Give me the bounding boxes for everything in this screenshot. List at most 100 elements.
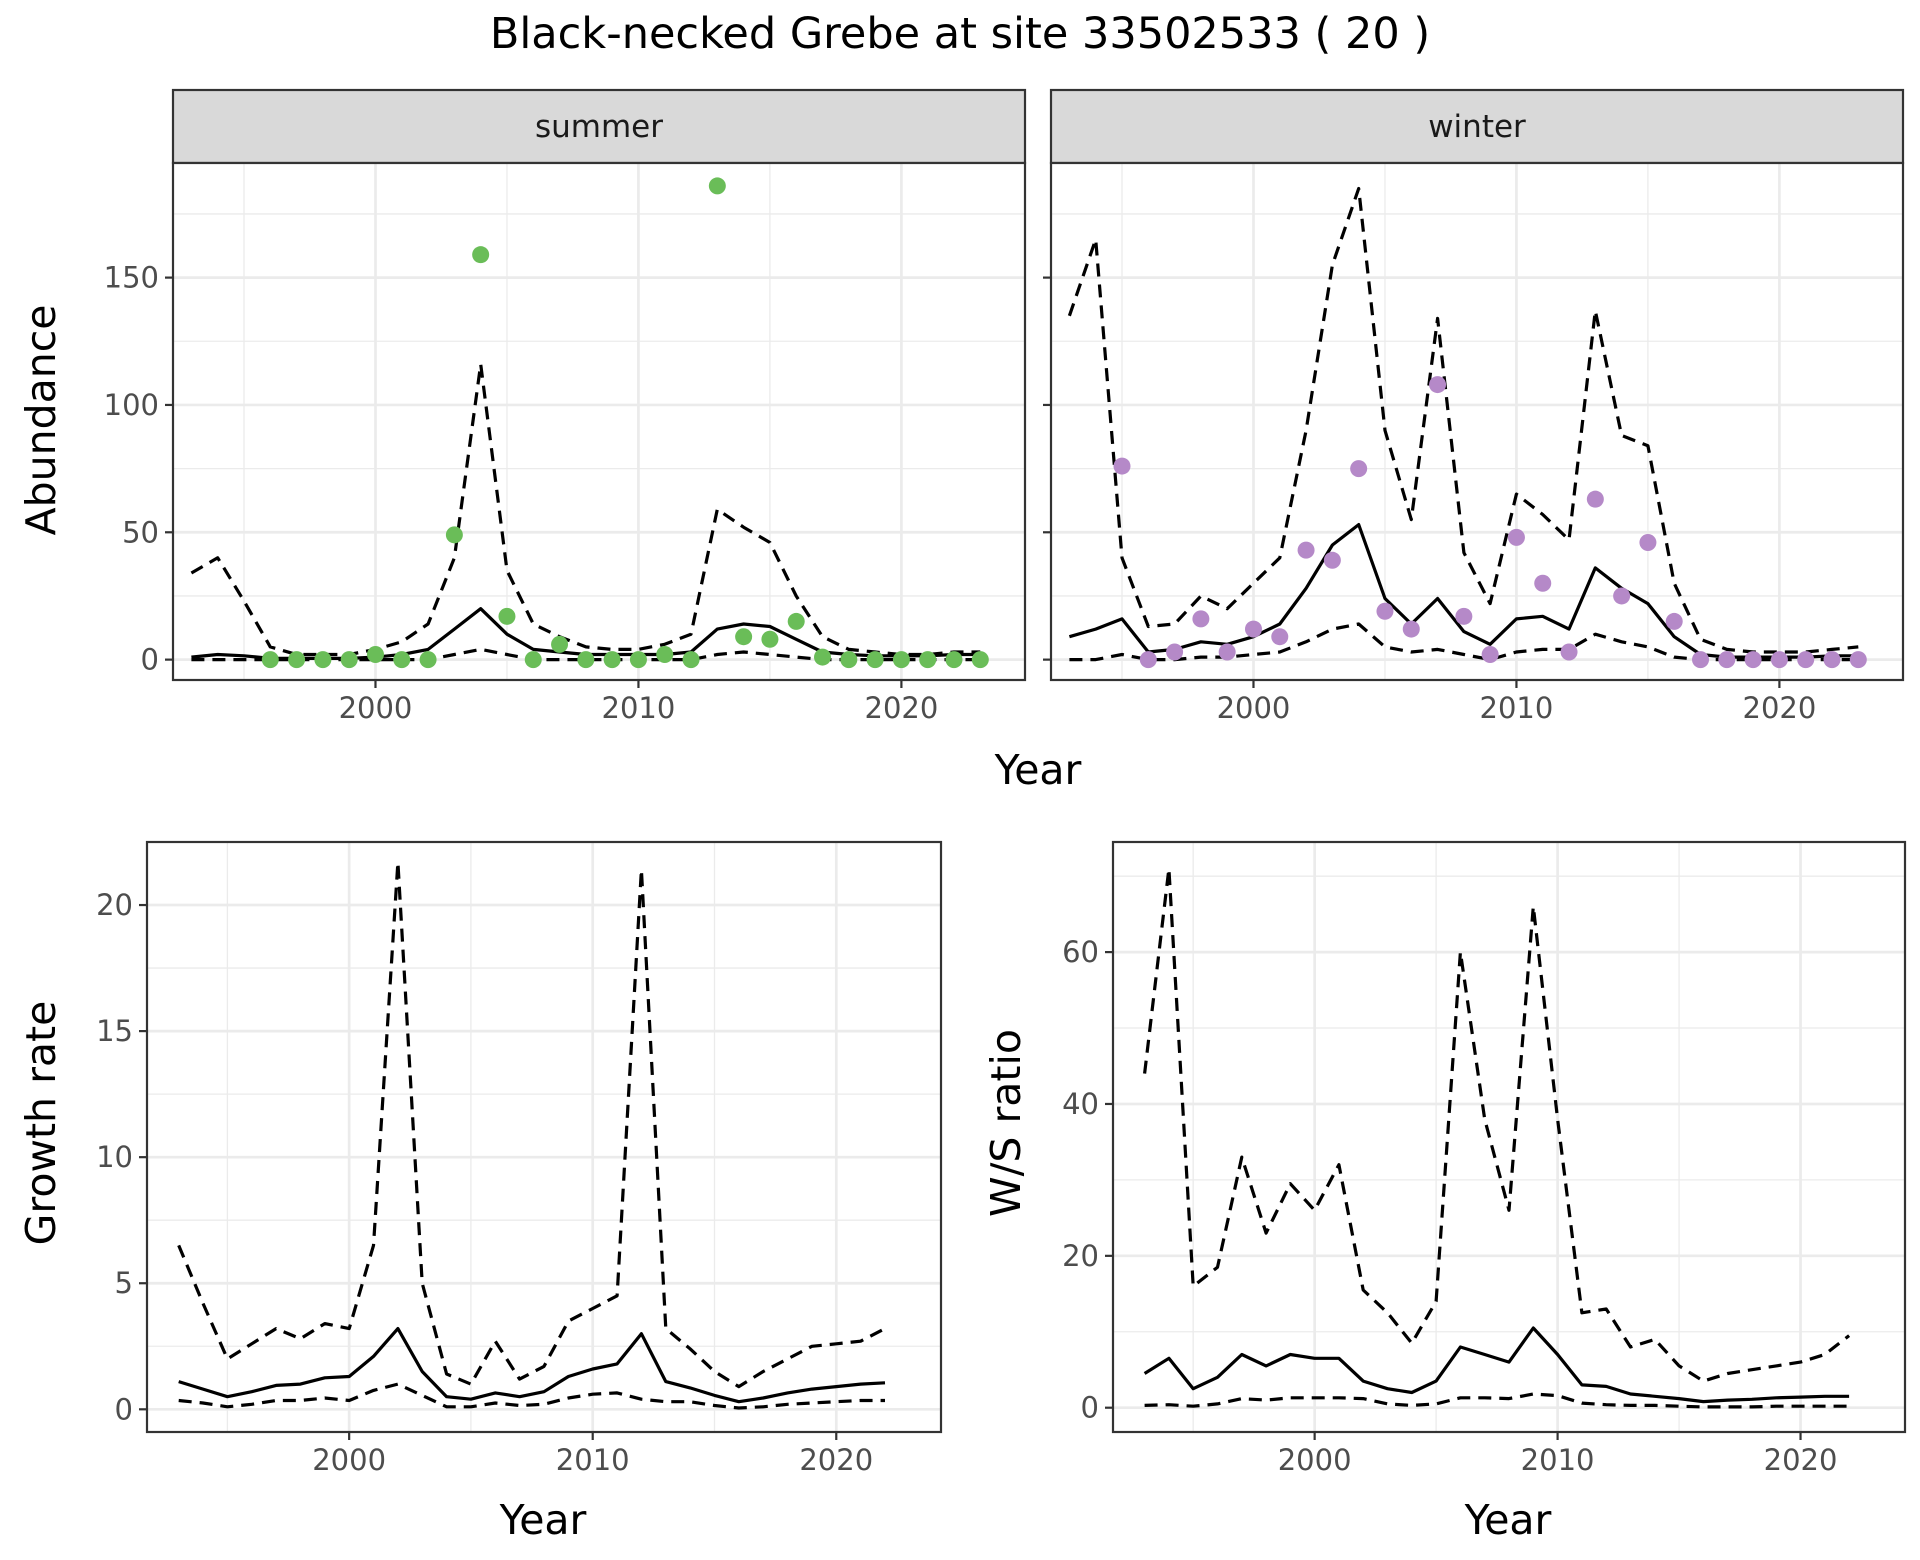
ws-y-tick-label: 0 xyxy=(1081,1391,1099,1425)
winter-data-point xyxy=(1560,643,1578,661)
ws-x-axis-title: Year xyxy=(1464,1496,1552,1544)
summer-data-point xyxy=(551,635,569,653)
winter-x-tick-label: 2020 xyxy=(1743,691,1817,725)
ws-panel-border xyxy=(1111,840,1907,1434)
summer-data-point xyxy=(629,651,647,669)
summer-data-point xyxy=(919,651,937,669)
top-x-axis-title: Year xyxy=(994,746,1082,794)
summer-data-point xyxy=(866,651,884,669)
winter-data-point xyxy=(1692,651,1710,669)
winter-data-point xyxy=(1639,533,1657,551)
summer-data-point xyxy=(840,651,858,669)
winter-data-point xyxy=(1823,651,1841,669)
summer-data-point xyxy=(288,651,306,669)
summer-data-point xyxy=(603,651,621,669)
growth-x-axis-title: Year xyxy=(499,1496,587,1544)
winter-data-point xyxy=(1534,574,1552,592)
summer-data-point xyxy=(656,646,674,664)
strip-winter xyxy=(1049,88,1905,165)
top-y-axis-title: Abundance xyxy=(17,305,65,536)
winter-x-tick-label: 2000 xyxy=(1217,691,1291,725)
ws-y-axis-title: W/S ratio xyxy=(982,1029,1030,1217)
winter-data-point xyxy=(1507,528,1525,546)
summer-y-tick-label: 0 xyxy=(141,643,159,677)
winter-data-point xyxy=(1455,607,1473,625)
growth-x-tick-label: 2000 xyxy=(312,1443,386,1477)
winter-data-point xyxy=(1166,643,1184,661)
growth-x-tick-label: 2010 xyxy=(556,1443,630,1477)
summer-data-point xyxy=(393,651,411,669)
summer-plot-background xyxy=(173,163,1025,680)
growth-x-tick-label: 2020 xyxy=(799,1443,873,1477)
growth-y-tick-label: 10 xyxy=(96,1140,133,1174)
strip-label-summer: summer xyxy=(535,109,663,145)
winter-data-point xyxy=(1718,651,1736,669)
winter-data-point xyxy=(1192,610,1210,628)
winter-data-point xyxy=(1244,620,1262,638)
winter-data-point xyxy=(1797,651,1815,669)
winter-data-point xyxy=(1481,646,1499,664)
winter-data-point xyxy=(1350,460,1368,478)
growth-estimate-line xyxy=(178,1326,886,1404)
ws-y-tick-label: 20 xyxy=(1062,1239,1099,1273)
growth-plot-background xyxy=(147,842,941,1432)
summer-data-point xyxy=(682,651,700,669)
summer-x-tick-label: 2020 xyxy=(865,691,939,725)
panel-winter: winter 2000 2010 2020 xyxy=(1043,88,1905,725)
growth-y-tick-label: 15 xyxy=(96,1014,133,1048)
winter-data-point xyxy=(1297,541,1315,559)
growth-y-tick-label: 5 xyxy=(115,1266,133,1300)
winter-upper-line xyxy=(1067,186,1859,654)
summer-data-point xyxy=(761,630,779,648)
summer-y-tick-label: 150 xyxy=(104,261,159,295)
winter-data-point xyxy=(1402,620,1420,638)
summer-data-point xyxy=(971,651,989,669)
winter-data-point xyxy=(1323,551,1341,569)
strip-summer xyxy=(171,88,1027,165)
ws-upper-line xyxy=(1143,866,1851,1383)
strip-label-winter: winter xyxy=(1428,109,1526,145)
ws-x-tick-label: 2020 xyxy=(1764,1443,1838,1477)
summer-data-point xyxy=(577,651,595,669)
summer-y-tick-label: 50 xyxy=(122,515,159,549)
summer-upper-line xyxy=(190,362,981,657)
winter-data-point xyxy=(1744,651,1762,669)
ws-estimate-line xyxy=(1143,1326,1850,1404)
summer-data-point xyxy=(261,651,279,669)
summer-x-tick-label: 2000 xyxy=(339,691,413,725)
summer-y-tick-label: 100 xyxy=(104,388,159,422)
growth-y-axis-title: Growth rate xyxy=(17,1001,65,1246)
panel-growth-rate: 2000 2010 2020 0 5 10 15 20 xyxy=(96,840,943,1477)
summer-data-point xyxy=(708,177,726,195)
summer-panel-border xyxy=(171,161,1027,682)
summer-data-point xyxy=(445,526,463,544)
winter-data-point xyxy=(1770,651,1788,669)
winter-data-point xyxy=(1849,651,1867,669)
ws-x-tick-label: 2010 xyxy=(1521,1443,1595,1477)
summer-data-point xyxy=(314,651,332,669)
summer-data-point xyxy=(366,646,384,664)
growth-lower-line xyxy=(178,1382,885,1410)
summer-data-point xyxy=(472,246,490,264)
summer-data-point xyxy=(787,612,805,630)
summer-data-point xyxy=(498,607,516,625)
winter-data-point xyxy=(1218,643,1236,661)
winter-data-point xyxy=(1376,602,1394,620)
chart-title: Black-necked Grebe at site 33502533 ( 20… xyxy=(490,9,1430,59)
winter-data-point xyxy=(1665,612,1683,630)
growth-y-tick-label: 0 xyxy=(115,1392,133,1426)
ws-lower-line xyxy=(1144,1392,1850,1409)
summer-data-point xyxy=(945,651,963,669)
winter-gridlines xyxy=(1051,163,1903,680)
growth-gridlines xyxy=(147,841,941,1432)
winter-panel-border xyxy=(1049,161,1905,682)
summer-data-point xyxy=(340,651,358,669)
ws-y-tick-label: 60 xyxy=(1062,935,1099,969)
ws-x-tick-label: 2000 xyxy=(1278,1443,1352,1477)
winter-data-point xyxy=(1586,490,1604,508)
growth-panel-border xyxy=(145,840,943,1434)
summer-data-point xyxy=(892,651,910,669)
ws-gridlines xyxy=(1113,842,1905,1432)
panel-summer: summer 2000 2010 2020 0 50 100 150 xyxy=(104,88,1027,725)
ws-y-tick-label: 40 xyxy=(1062,1087,1099,1121)
